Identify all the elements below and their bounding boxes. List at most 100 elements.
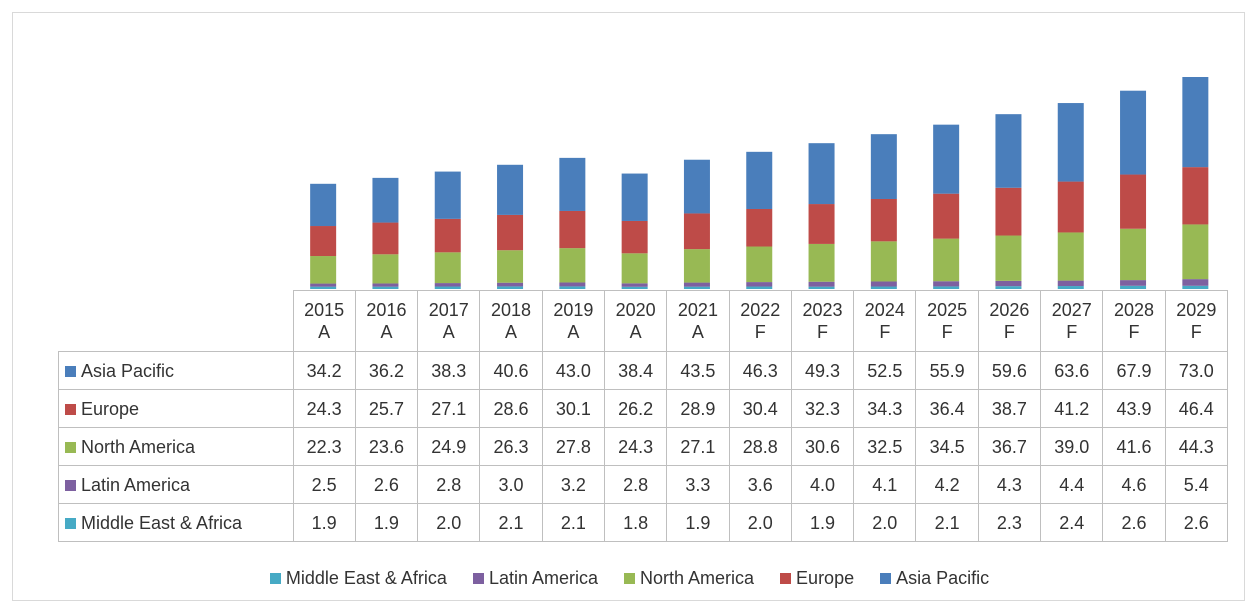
value-cell: 41.6 bbox=[1102, 427, 1166, 466]
bar-segment bbox=[372, 222, 399, 255]
legend-label: North America bbox=[640, 568, 755, 588]
value-cell: 4.1 bbox=[853, 465, 917, 504]
value-cell: 4.2 bbox=[915, 465, 979, 504]
category-label: 2025 F bbox=[915, 290, 979, 352]
value-cell: 24.3 bbox=[292, 389, 356, 428]
bar-segment bbox=[372, 254, 399, 284]
bar-segment bbox=[933, 281, 960, 287]
bar-segment bbox=[621, 173, 648, 221]
value-cell: 40.6 bbox=[479, 351, 543, 390]
value-cell: 28.9 bbox=[666, 389, 730, 428]
bar-segment bbox=[310, 226, 337, 257]
bar-segment bbox=[746, 246, 773, 283]
bar-segment bbox=[621, 283, 648, 287]
legend-key bbox=[65, 441, 76, 453]
bar-segment bbox=[1057, 103, 1084, 182]
value-cell: 4.4 bbox=[1040, 465, 1104, 504]
value-cell: 38.3 bbox=[417, 351, 481, 390]
bar-segment bbox=[808, 143, 835, 205]
value-cell: 46.3 bbox=[728, 351, 792, 390]
legend-label: Latin America bbox=[488, 568, 598, 588]
bar-segment bbox=[310, 183, 337, 227]
blank-cell bbox=[59, 291, 294, 352]
bar-segment bbox=[808, 286, 835, 289]
value-cell: 34.3 bbox=[853, 389, 917, 428]
bar-segment bbox=[870, 281, 897, 287]
legend-key bbox=[472, 573, 484, 584]
bar-segment bbox=[434, 283, 461, 287]
value-cell: 26.3 bbox=[479, 427, 543, 466]
series-name: Asia Pacific bbox=[81, 360, 175, 381]
bar-segment bbox=[559, 282, 586, 287]
value-cell: 2.0 bbox=[728, 503, 792, 542]
data-table: 2015 A 2016 A 2017 A 2018 A 2019 A 2020 A 2021… bbox=[58, 290, 1228, 542]
value-cell: 49.3 bbox=[790, 351, 855, 390]
value-cell: 55.9 bbox=[915, 351, 979, 390]
value-cell: 2.5 bbox=[292, 465, 356, 504]
category-label: 2023 F bbox=[790, 290, 855, 352]
value-cell: 43.9 bbox=[1102, 389, 1166, 428]
value-cell: 39.0 bbox=[1040, 427, 1104, 466]
value-cell: 25.7 bbox=[354, 389, 419, 428]
value-cell: 34.5 bbox=[915, 427, 979, 466]
value-cell: 34.2 bbox=[292, 351, 356, 390]
value-cell: 1.9 bbox=[292, 503, 356, 542]
value-cell: 24.9 bbox=[417, 427, 481, 466]
bar-segment bbox=[559, 157, 586, 211]
value-cell: 4.6 bbox=[1102, 465, 1166, 504]
category-label: 2019 A bbox=[541, 290, 605, 352]
series-name: North America bbox=[81, 436, 196, 457]
table-header-row: 2015 A 2016 A 2017 A 2018 A 2019 A 2020 A 2021… bbox=[59, 290, 1228, 352]
legend-item: Asia Pacific bbox=[880, 568, 989, 589]
series-cell: Asia Pacific bbox=[58, 351, 294, 390]
value-cell: 3.3 bbox=[666, 465, 730, 504]
legend-label: Middle East & Africa bbox=[285, 568, 447, 588]
bar-segment bbox=[933, 124, 960, 194]
bar-segment bbox=[559, 286, 586, 289]
value-cell: 73.0 bbox=[1164, 351, 1228, 390]
bar-segment bbox=[310, 256, 337, 284]
legend-label: Asia Pacific bbox=[896, 568, 990, 588]
value-cell: 32.5 bbox=[853, 427, 917, 466]
series-cell: Europe bbox=[58, 389, 294, 428]
value-cell: 38.7 bbox=[977, 389, 1042, 428]
value-cell: 2.3 bbox=[977, 503, 1042, 542]
value-cell: 28.8 bbox=[728, 427, 792, 466]
value-cell: 2.8 bbox=[417, 465, 481, 504]
value-cell: 26.2 bbox=[603, 389, 668, 428]
series-name: Middle East & Africa bbox=[81, 512, 243, 533]
value-cell: 2.0 bbox=[853, 503, 917, 542]
bar-segment bbox=[497, 250, 524, 283]
bar-segment bbox=[434, 286, 461, 289]
series-cell: Middle East & Africa bbox=[58, 503, 294, 542]
bar-segment bbox=[559, 248, 586, 283]
value-cell: 46.4 bbox=[1164, 389, 1228, 428]
table-row: Asia Pacific 34.2 36.2 38.3 40.6 43.0 38.4 43.5… bbox=[58, 351, 1228, 390]
table-row: Europe 24.3 25.7 27.1 28.6 30.1 26.2 28.9 30.4 32… bbox=[58, 389, 1228, 428]
bar-segment bbox=[1120, 174, 1147, 229]
bar-segment bbox=[1182, 224, 1209, 280]
legend-key bbox=[65, 365, 76, 377]
value-cell: 2.6 bbox=[1102, 503, 1166, 542]
value-cell: 1.9 bbox=[354, 503, 419, 542]
bar-segment bbox=[683, 213, 710, 250]
category-label: 2028 F bbox=[1102, 290, 1166, 352]
bar-segment bbox=[933, 238, 960, 282]
value-cell: 32.3 bbox=[790, 389, 855, 428]
bar-segment bbox=[621, 253, 648, 284]
category-label: 2020 A bbox=[603, 290, 668, 352]
bar-segment bbox=[497, 282, 524, 287]
legend-key bbox=[624, 573, 635, 584]
value-cell: 43.0 bbox=[541, 351, 605, 390]
bar-segment bbox=[1182, 285, 1209, 289]
legend-key bbox=[880, 573, 892, 584]
category-label: 2015 A bbox=[292, 290, 356, 352]
bar-segment bbox=[870, 241, 897, 282]
value-cell: 38.4 bbox=[603, 351, 668, 390]
legend-item: Middle East & Africa bbox=[269, 568, 447, 589]
series-cell: Latin America bbox=[58, 465, 294, 504]
bar-segment bbox=[497, 286, 524, 289]
series-cell: North America bbox=[58, 427, 294, 466]
value-cell: 4.0 bbox=[790, 465, 855, 504]
category-label: 2027 F bbox=[1040, 290, 1104, 352]
